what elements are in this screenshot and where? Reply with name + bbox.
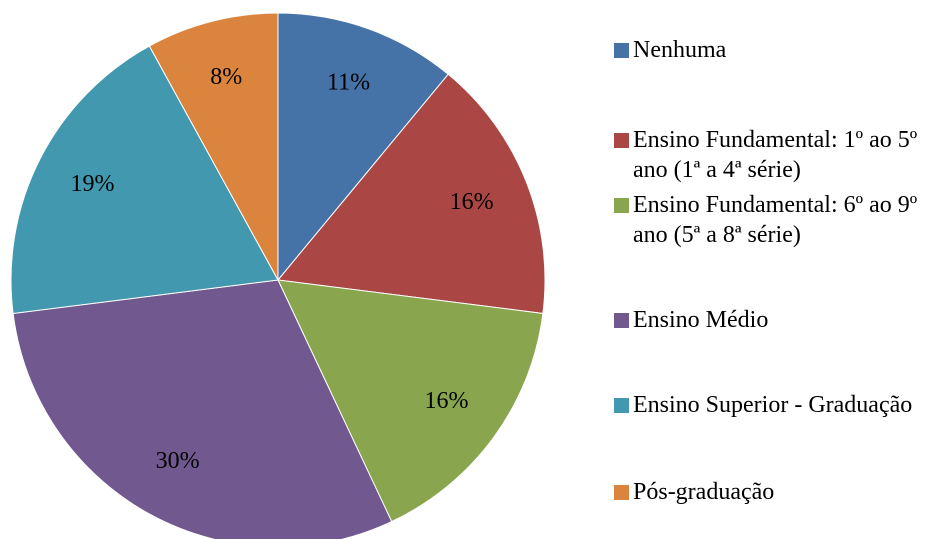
legend-item: Ensino Superior - Graduação — [614, 390, 952, 420]
legend-label: Ensino Fundamental: 6º ao 9º ano (5ª a 8… — [633, 192, 918, 248]
legend-swatch — [614, 485, 629, 500]
legend-item: Ensino Fundamental: 6º ao 9º ano (5ª a 8… — [614, 190, 952, 250]
data-label: 16% — [424, 388, 468, 414]
legend-item: Ensino Fundamental: 1º ao 5º ano (1ª a 4… — [614, 125, 952, 185]
legend-item: Pós-graduação — [614, 477, 952, 507]
data-label: 19% — [70, 171, 114, 197]
legend-label: Pós-graduação — [633, 479, 775, 505]
pie-slice — [12, 279, 393, 539]
legend-item: Ensino Médio — [614, 305, 952, 335]
legend-swatch — [614, 43, 629, 58]
legend-label: Ensino Fundamental: 1º ao 5º ano (1ª a 4… — [633, 127, 918, 183]
legend-label: Ensino Superior - Graduação — [633, 392, 913, 418]
data-label: 16% — [450, 189, 494, 215]
pie-slice — [277, 279, 544, 523]
data-label: 11% — [327, 70, 370, 96]
legend-label: Nenhuma — [633, 37, 727, 63]
legend-label: Ensino Médio — [633, 307, 769, 333]
pie-slice — [148, 12, 279, 281]
data-label: 8% — [210, 64, 242, 90]
pie-slice — [277, 73, 546, 315]
legend-swatch — [614, 198, 629, 213]
pie-slice — [10, 45, 279, 315]
legend-item: Nenhuma — [614, 35, 952, 65]
pie-slice — [277, 12, 449, 282]
data-label: 30% — [156, 448, 200, 474]
legend-swatch — [614, 133, 629, 148]
legend-swatch — [614, 313, 629, 328]
legend-swatch — [614, 398, 629, 413]
